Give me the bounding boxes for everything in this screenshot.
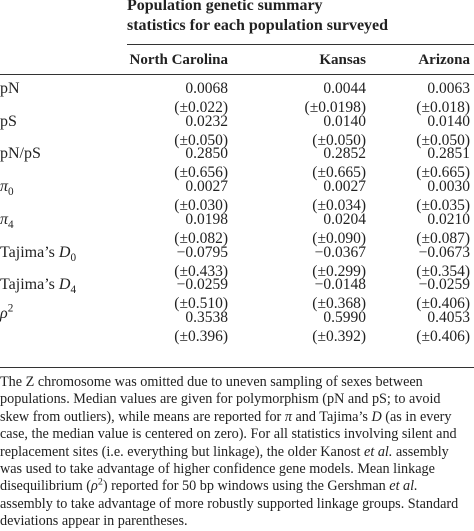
sd-value: (±0.050) xyxy=(416,131,470,149)
text-segment: ) reported for 50 bp windows using the G… xyxy=(102,478,390,495)
rule xyxy=(0,367,474,368)
text-segment: 2 xyxy=(7,302,14,315)
mean-value: 0.5990 xyxy=(323,308,366,326)
mean-value: 0.0204 xyxy=(323,210,366,228)
row-label: π4 xyxy=(0,210,14,231)
text-segment: ρ xyxy=(0,304,8,322)
text-segment: ρ xyxy=(91,478,98,495)
column-header: North Carolina xyxy=(129,52,228,68)
mean-value: 0.0068 xyxy=(185,80,228,97)
sd-value: (±0.665) xyxy=(416,164,470,182)
text-segment: Tajima’s xyxy=(0,243,59,261)
rule xyxy=(127,44,474,45)
mean-value: 0.2850 xyxy=(185,145,228,163)
footnote: The Z chromosome was omitted due to unev… xyxy=(0,374,472,531)
sd-value: (±0.354) xyxy=(416,262,470,280)
sd-value: (±0.406) xyxy=(416,327,470,345)
text-segment: The Z chromosome was omitted due to unev… xyxy=(0,374,441,425)
sd-value: (±0.035) xyxy=(416,197,470,215)
rule xyxy=(0,74,474,75)
mean-value: 0.0232 xyxy=(185,112,228,130)
text-segment: (as in every case, the median value is c… xyxy=(0,408,457,460)
sd-value: (±0.392) xyxy=(312,327,366,345)
sd-value: (±0.433) xyxy=(174,262,228,280)
sd-value: (±0.396) xyxy=(174,327,228,345)
mean-value: 0.0140 xyxy=(323,112,366,130)
sd-value: (±0.656) xyxy=(174,164,228,182)
row-label: Tajima’s D0 xyxy=(0,243,77,264)
sd-value: (±0.034) xyxy=(312,197,366,215)
mean-value: 0.0027 xyxy=(185,178,228,196)
text-segment: assembly was used to take advantage of h… xyxy=(0,443,449,495)
mean-value: 0.0210 xyxy=(427,210,470,228)
title-line: statistics for each population surveyed xyxy=(127,17,389,34)
mean-value: 0.0044 xyxy=(323,80,366,97)
text-segment: D xyxy=(58,243,71,261)
text-segment: pN/pS xyxy=(0,145,41,163)
row-label: Tajima’s D4 xyxy=(0,276,77,297)
mean-value: −0.0148 xyxy=(314,276,366,294)
row-label: ρ2 xyxy=(0,302,14,323)
row-label: pS xyxy=(0,113,17,131)
sd-value: (±0.510) xyxy=(174,295,228,313)
mean-value: 0.2851 xyxy=(427,145,470,163)
sd-value: (±0.018) xyxy=(416,99,470,116)
text-segment: Tajima’s xyxy=(0,276,59,294)
text-segment: π xyxy=(0,210,9,228)
text-segment: π xyxy=(0,178,9,196)
mean-value: 0.0063 xyxy=(427,80,470,97)
mean-value: −0.0259 xyxy=(418,276,470,294)
sd-value: (±0.050) xyxy=(312,131,366,149)
text-segment: pN xyxy=(0,80,20,97)
mean-value: −0.0367 xyxy=(314,243,366,261)
text-segment: π xyxy=(284,408,292,425)
mean-value: −0.0673 xyxy=(418,243,470,261)
column-header: Kansas xyxy=(319,52,366,68)
sd-value: (±0.406) xyxy=(416,295,470,313)
mean-value: 0.0198 xyxy=(185,210,228,228)
sd-value: (±0.299) xyxy=(312,262,366,280)
text-segment: 2 xyxy=(97,476,103,488)
text-segment: et al. xyxy=(389,478,418,495)
title-line: Population genetic summary xyxy=(127,0,323,14)
text-segment: 4 xyxy=(70,284,77,297)
row-label: pN/pS xyxy=(0,145,41,163)
sd-value: (±0.050) xyxy=(174,131,228,149)
sd-value: (±0.665) xyxy=(312,164,366,182)
sd-value: (±0.090) xyxy=(312,229,366,247)
sd-value: (±0.022) xyxy=(174,99,228,116)
sd-value: (±0.368) xyxy=(312,295,366,313)
text-segment: 0 xyxy=(70,251,77,264)
text-segment: 4 xyxy=(8,218,14,231)
sd-value: (±0.0198) xyxy=(304,99,366,116)
mean-value: 0.3538 xyxy=(185,308,228,326)
sd-value: (±0.082) xyxy=(174,229,228,247)
column-header: Arizona xyxy=(418,52,470,68)
mean-value: 0.0140 xyxy=(427,112,470,130)
mean-value: −0.0259 xyxy=(176,276,228,294)
mean-value: 0.2852 xyxy=(323,145,366,163)
mean-value: 0.4053 xyxy=(427,308,470,326)
sd-value: (±0.030) xyxy=(174,197,228,215)
text-segment: and Tajima’s xyxy=(291,408,372,425)
row-label: π0 xyxy=(0,178,14,199)
text-segment: D xyxy=(371,408,382,425)
text-segment: 0 xyxy=(8,186,14,199)
mean-value: 0.0030 xyxy=(427,178,470,196)
text-segment: et al. xyxy=(364,443,393,460)
mean-value: 0.0027 xyxy=(323,178,366,196)
mean-value: −0.0795 xyxy=(176,243,228,261)
text-segment: D xyxy=(58,276,71,294)
text-segment: pS xyxy=(0,112,17,130)
sd-value: (±0.087) xyxy=(416,229,470,247)
row-label: pN xyxy=(0,80,20,98)
text-segment: assembly to take advantage of more robus… xyxy=(0,495,459,530)
